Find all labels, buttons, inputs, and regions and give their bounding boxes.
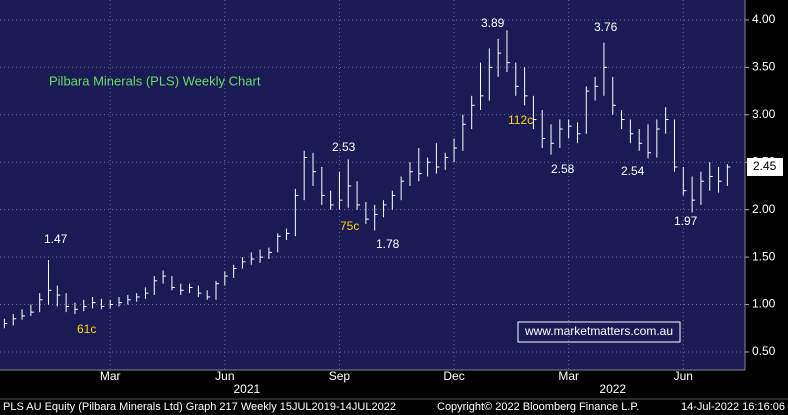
annotation: 1.47 <box>44 232 68 246</box>
watermark: www.marketmatters.com.au <box>524 324 673 338</box>
y-tick-label: 4.00 <box>752 12 776 26</box>
annotation: 61c <box>77 322 96 336</box>
annotation: 75c <box>340 219 359 233</box>
y-tick-label: 1.50 <box>752 249 776 263</box>
annotation: 2.53 <box>332 140 356 154</box>
last-price-box <box>747 157 783 176</box>
annotation: 3.76 <box>594 20 618 34</box>
annotation: 1.97 <box>674 214 698 228</box>
y-tick-label: 3.50 <box>752 60 776 74</box>
footer-middle: Copyright© 2022 Bloomberg Finance L.P. <box>437 401 639 413</box>
y-tick-label: 3.00 <box>752 107 776 121</box>
footer-left: PLS AU Equity (Pilbara Minerals Ltd) Gra… <box>3 401 396 413</box>
x-tick-label: Sep <box>329 369 351 383</box>
x-tick-label: Dec <box>443 369 464 383</box>
watermark-box <box>517 321 681 343</box>
annotation: 2.54 <box>621 164 645 178</box>
y-tick-label: 0.50 <box>752 344 776 358</box>
y-tick-label: 1.00 <box>752 297 776 311</box>
x-tick-label: Mar <box>100 369 121 383</box>
annotation: 1.78 <box>376 237 400 251</box>
footer-right: 14-Jul-2022 16:16:06 <box>681 401 785 413</box>
x-tick-label: Jun <box>674 369 693 383</box>
annotation: 112c <box>508 113 533 127</box>
plot-area <box>0 0 745 370</box>
chart-title: Pilbara Minerals (PLS) Weekly Chart <box>49 73 261 88</box>
year-label: 2021 <box>234 382 261 396</box>
annotation: 3.89 <box>481 16 505 30</box>
year-label: 2022 <box>599 382 626 396</box>
x-tick-label: Jun <box>215 369 234 383</box>
last-price-label: 2.45 <box>753 159 777 173</box>
annotation: 2.58 <box>551 162 575 176</box>
x-tick-label: Mar <box>558 369 579 383</box>
y-tick-label: 2.00 <box>752 202 776 216</box>
